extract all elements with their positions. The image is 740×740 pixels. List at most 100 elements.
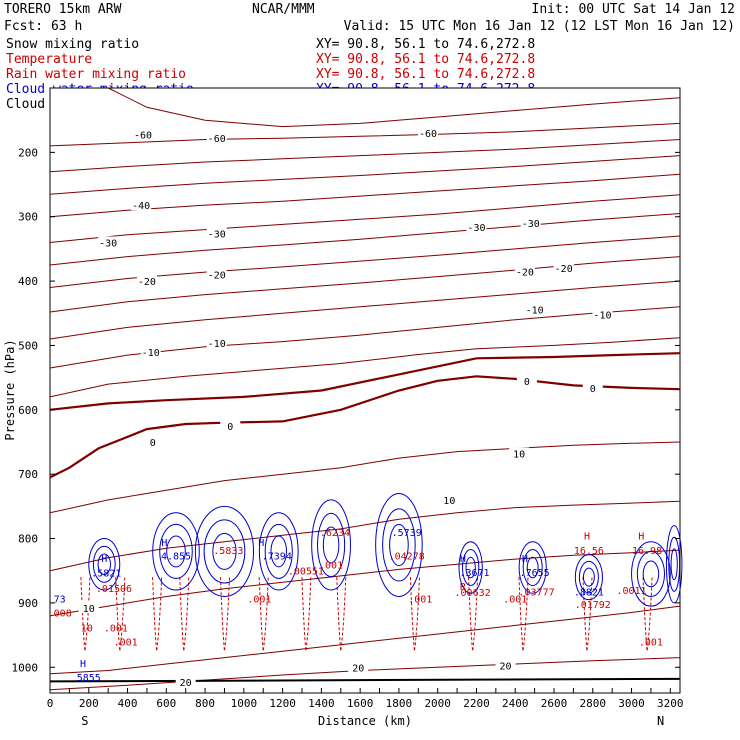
cloud-contour-3-0 (258, 512, 299, 591)
temp-label-2: -60 (419, 129, 437, 140)
temp-label-10: -20 (516, 267, 534, 278)
temp-label-bg-23 (348, 661, 369, 673)
x-tick-label-1: 200 (79, 697, 99, 710)
field-max-label-18: .7655 (520, 568, 550, 579)
y-tick-label-8: 1000 (12, 661, 39, 674)
endpoint-label-0: S (81, 714, 88, 728)
temp-label-bg-11 (553, 262, 574, 274)
temp-label-bg-18 (516, 374, 537, 386)
temp-label-9: -20 (208, 271, 226, 282)
field-max-label-26: .0011 (616, 586, 646, 597)
x-tick-label-0: 0 (47, 697, 54, 710)
temp-contour-9 (49, 280, 681, 340)
field-max-label-35: .001 (639, 638, 663, 649)
cloud-contour-5-1 (382, 508, 416, 582)
field-max-label-28: .001 (104, 623, 128, 634)
cloud-contour-9-2 (642, 560, 660, 588)
temp-contour-14 (49, 441, 681, 514)
plot-frame (49, 87, 681, 694)
y-axis-label: Pressure (hPa) (3, 339, 17, 440)
temp-label-7: -30 (522, 219, 540, 230)
rain-contour-4 (219, 577, 230, 652)
x-tick-label-9: 1800 (386, 697, 413, 710)
cloud-contour-9-1 (636, 550, 665, 597)
field-name-2: Rain water mixing ratio (6, 67, 186, 82)
y-tick-label-0: 200 (18, 146, 38, 159)
temp-label-15: -10 (593, 311, 611, 322)
x-axis-label: Distance (km) (318, 714, 412, 728)
field-xy-2: XY= 90.8, 56.1 to 74.6,272.8 (316, 67, 535, 82)
surface-line (49, 677, 681, 683)
cloud-contour-3-1 (264, 523, 293, 579)
field-max-label-37: 5855 (77, 673, 101, 684)
cloud-contour-2-2 (212, 532, 237, 570)
y-tick-label-3: 500 (18, 339, 38, 352)
temp-label-25: 20 (180, 678, 192, 689)
x-tick-label-11: 2200 (463, 697, 490, 710)
x-tick-label-3: 600 (156, 697, 176, 710)
field-max-label-25: .01792 (575, 600, 611, 611)
temp-label-bg-21 (439, 493, 460, 505)
field-max-label-11: .5739 (392, 528, 422, 539)
cloud-contour-7-0 (518, 541, 547, 594)
cloud-contour-8-1 (578, 560, 599, 594)
model-title: TORERO 15km ARW (4, 2, 122, 17)
field-max-label-34: .001 (503, 594, 527, 605)
temp-label-bg-2 (418, 127, 438, 139)
temp-label-bg-16 (142, 435, 163, 447)
cloud-contour-10-2 (670, 548, 678, 581)
temp-label-bg-1 (206, 132, 227, 144)
forecast-hour: Fcst: 63 h (4, 19, 82, 34)
center-title: NCAR/MMM (252, 2, 315, 17)
field-max-label-12: .04278 (389, 551, 425, 562)
temp-label-5: -30 (208, 229, 226, 240)
rain-contour-5 (258, 577, 269, 652)
temp-label-1: -60 (208, 134, 226, 145)
x-tick-label-7: 1400 (308, 697, 335, 710)
rain-contour-8 (409, 577, 420, 652)
temp-label-8: -20 (138, 277, 156, 288)
cloud-contour-4-1 (317, 512, 346, 578)
temp-contour-17 (49, 605, 681, 675)
x-tick-label-10: 2000 (424, 697, 451, 710)
cloud-contour-1-1 (159, 523, 193, 579)
rain-contour-1 (115, 577, 126, 652)
temp-label-21: 10 (443, 496, 455, 507)
cloud-contour-8-0 (574, 554, 603, 601)
field-max-label-21: 16.56 (574, 546, 604, 557)
cloud-contour-1-0 (152, 512, 200, 591)
cloud-contour-4-2 (322, 526, 340, 564)
x-tick-label-15: 3000 (618, 697, 645, 710)
y-tick-label-7: 900 (18, 597, 38, 610)
temp-label-bg-22 (78, 602, 99, 614)
field-max-label-31: 73 (54, 594, 66, 605)
temp-label-bg-10 (514, 265, 535, 277)
cloud-water-contours (88, 492, 683, 607)
field-xy-1: XY= 90.8, 56.1 to 74.6,272.8 (316, 52, 535, 67)
field-max-label-3: H (161, 538, 167, 549)
x-tick-label-14: 2800 (580, 697, 607, 710)
temp-label-bg-9 (206, 268, 227, 280)
cloud-contour-7-2 (526, 556, 539, 579)
cloud-contour-10-1 (668, 536, 681, 592)
field-max-label-4: 4.855 (161, 551, 191, 562)
temp-label-20: 10 (513, 450, 525, 461)
cloud-contour-0-1 (92, 545, 116, 583)
cloud-contour-6-0 (458, 541, 483, 594)
field-max-label-13: H (460, 554, 466, 565)
temp-label-bg-5 (206, 227, 227, 239)
temp-contour-1 (49, 122, 681, 147)
cloud-contour-4-0 (311, 499, 351, 591)
field-name-0: Snow mixing ratio (6, 37, 139, 52)
temp-label-bg-14 (524, 303, 545, 315)
temp-label-11: -20 (555, 264, 573, 275)
field-max-label-2: .01506 (96, 584, 132, 595)
field-max-label-32: .001 (247, 594, 271, 605)
x-tick-label-5: 1000 (231, 697, 258, 710)
cloud-contour-6-1 (462, 548, 480, 587)
temp-contour-6 (49, 213, 681, 266)
y-tick-label-1: 300 (18, 211, 38, 224)
temp-label-bg-24 (495, 659, 516, 671)
x-tick-label-13: 2600 (541, 697, 568, 710)
